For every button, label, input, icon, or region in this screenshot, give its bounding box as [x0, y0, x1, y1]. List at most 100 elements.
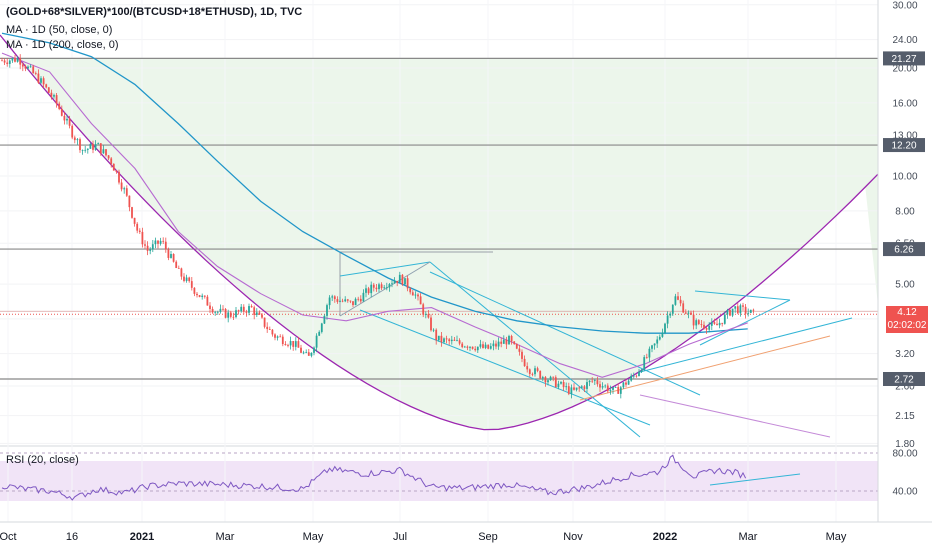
- time-tick-5: Jul: [393, 531, 407, 543]
- down-channel-1: [429, 261, 641, 438]
- ma50-line: [1, 52, 748, 378]
- candle-body: [73, 137, 76, 141]
- candle-body: [474, 348, 477, 351]
- candle-body: [523, 358, 526, 367]
- candle-body: [203, 295, 206, 297]
- rsi-label[interactable]: RSI (20, close): [6, 454, 79, 466]
- candle-body: [671, 304, 674, 314]
- candle-body: [284, 344, 287, 346]
- candle-body: [622, 382, 625, 388]
- candle-body: [440, 335, 443, 343]
- candle-body: [235, 310, 237, 318]
- candle-body: [255, 312, 258, 315]
- candle-body: [411, 292, 414, 296]
- candle-body: [586, 382, 588, 389]
- candle-body: [21, 64, 24, 67]
- candle-body: [697, 320, 700, 325]
- candle-body: [593, 380, 596, 382]
- candle-body: [726, 309, 729, 315]
- candle-body: [157, 240, 159, 244]
- ma-slope-line: [639, 394, 831, 438]
- candle-body: [539, 370, 542, 379]
- candle-body: [170, 254, 172, 258]
- candle-body: [630, 375, 633, 381]
- candle-body: [417, 294, 419, 297]
- candle-body: [627, 380, 630, 385]
- candle-body: [76, 139, 79, 141]
- candle-body: [34, 73, 37, 74]
- candle-body: [248, 306, 250, 313]
- candle-body: [8, 60, 11, 64]
- candle-body: [391, 283, 393, 285]
- candle-body: [112, 163, 115, 171]
- candle-body: [651, 345, 653, 349]
- candle-body: [263, 317, 266, 327]
- candle-body: [92, 143, 94, 150]
- candle-body: [580, 386, 583, 388]
- candle-body: [110, 158, 113, 164]
- candle-body: [94, 144, 97, 150]
- candle-body: [502, 339, 505, 344]
- candle-body: [492, 343, 495, 347]
- candle-body: [643, 357, 646, 370]
- candle-body: [84, 149, 87, 151]
- candle-body: [531, 373, 534, 375]
- time-tick-4: May: [303, 531, 324, 543]
- candle-body: [736, 306, 739, 314]
- candle-body: [344, 299, 347, 302]
- candle-body: [552, 376, 555, 378]
- candle-body: [406, 278, 409, 289]
- candle-body: [427, 314, 430, 318]
- candle-body: [167, 249, 170, 258]
- candle-body: [484, 344, 487, 348]
- candle-body: [294, 341, 297, 347]
- candle-body: [583, 386, 586, 389]
- candle-body: [281, 336, 284, 345]
- up-trendline: [639, 317, 853, 373]
- candle-body: [1, 60, 3, 62]
- ma50-label[interactable]: MA · 1D (50, close, 0): [6, 24, 113, 36]
- candle-body: [250, 306, 253, 308]
- time-tick-1: 16: [66, 531, 78, 543]
- candle-body: [151, 244, 154, 250]
- level-badge-2: [883, 242, 925, 257]
- candle-body: [528, 369, 531, 374]
- ma200-label[interactable]: MA · 1D (200, close, 0): [6, 39, 119, 51]
- level-badge-text-0: 21.27: [891, 54, 916, 65]
- candle-body: [744, 306, 747, 314]
- candle-body: [619, 387, 622, 394]
- candle-body: [557, 383, 560, 388]
- candle-body: [328, 297, 331, 306]
- price-axis-bg: [878, 0, 932, 550]
- price-tick-8: 5.00: [895, 280, 915, 291]
- candle-body: [653, 343, 656, 346]
- candle-body: [661, 332, 664, 337]
- candle-body: [749, 309, 752, 313]
- candle-body: [333, 296, 336, 300]
- candle-body: [331, 296, 334, 298]
- candle-body: [677, 296, 679, 300]
- candle-body: [708, 325, 711, 330]
- time-tick-9: Mar: [739, 531, 758, 543]
- candle-body: [625, 382, 627, 385]
- candle-body: [305, 352, 308, 354]
- candle-body: [705, 328, 708, 330]
- candle-body: [297, 341, 300, 348]
- candle-body: [125, 188, 128, 196]
- candle-body: [45, 84, 48, 88]
- candle-body: [300, 347, 302, 353]
- candle-body: [183, 276, 185, 281]
- candle-body: [349, 300, 352, 302]
- candle-body: [42, 78, 45, 85]
- cup-shading: [0, 58, 878, 430]
- candle-body: [599, 384, 601, 388]
- candle-body: [224, 309, 227, 318]
- candle-body: [86, 148, 89, 150]
- candle-body: [409, 288, 412, 293]
- candle-body: [489, 346, 492, 349]
- candle-body: [211, 308, 214, 313]
- candle-body: [570, 387, 573, 394]
- candle-body: [435, 329, 438, 341]
- candle-body: [138, 230, 141, 232]
